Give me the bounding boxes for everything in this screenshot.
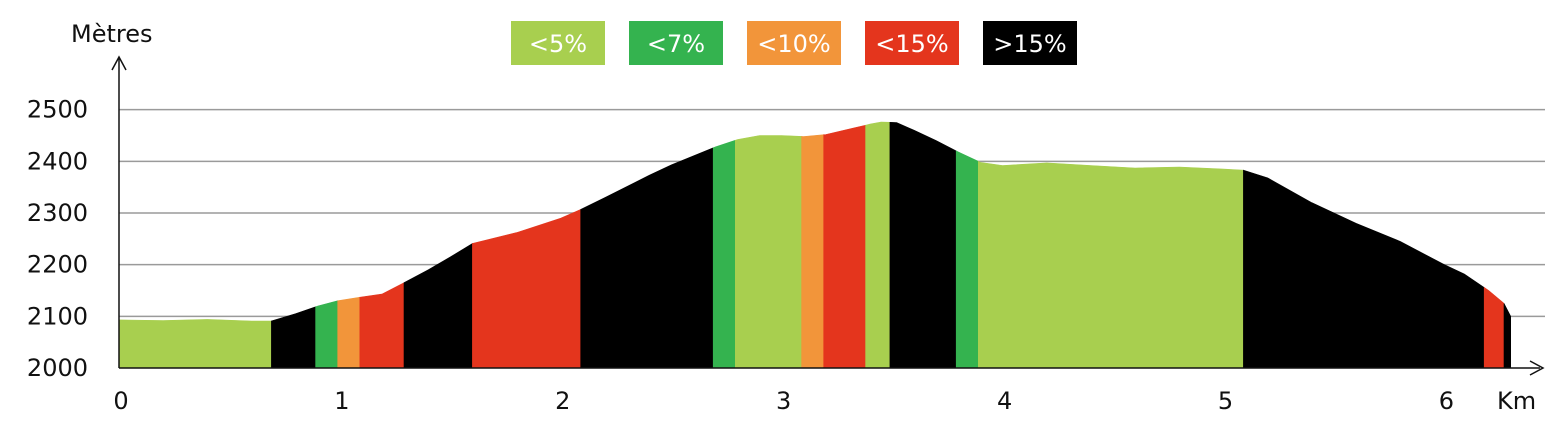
legend-label: <10% (757, 30, 830, 58)
legend-swatch (747, 21, 841, 65)
profile-segment (955, 150, 979, 369)
profile-segment (1243, 169, 1485, 369)
legend-swatch (629, 21, 723, 65)
profile-segment (1483, 286, 1505, 369)
profile-segment (359, 282, 405, 369)
x-tick-label: 2 (555, 387, 570, 415)
x-tick-label: 1 (334, 387, 349, 415)
legend-label: <7% (647, 30, 705, 58)
y-tick-label: 2500 (27, 96, 88, 124)
profile-segment (315, 300, 338, 369)
profile-segment (978, 160, 1244, 369)
legend-swatch (983, 21, 1077, 65)
legend-swatch (865, 21, 959, 65)
legend-swatch (511, 21, 605, 65)
x-axis-arrow-icon (1529, 360, 1545, 376)
legend: <5% <7% <10% <15% >15% (511, 21, 1077, 65)
x-axis-label: Km (1497, 387, 1536, 415)
x-tick-label: 0 (113, 387, 128, 415)
legend-item: <15% (865, 21, 959, 65)
y-tick-label: 2200 (27, 251, 88, 279)
profile-segment (889, 121, 957, 369)
profile-areas (118, 121, 1511, 369)
y-tick-label: 2300 (27, 199, 88, 227)
profile-segment (1503, 303, 1511, 369)
y-axis-label: Mètres (71, 20, 153, 48)
profile-segment (337, 296, 361, 369)
x-tick-label: 4 (997, 387, 1012, 415)
profile-segment (472, 208, 581, 369)
legend-item: >15% (983, 21, 1077, 65)
y-tick-label: 2100 (27, 302, 88, 330)
legend-label: <15% (875, 30, 948, 58)
profile-segment (712, 139, 736, 369)
axes (111, 55, 1545, 376)
x-tick-label: 5 (1218, 387, 1233, 415)
profile-segment (403, 242, 473, 369)
y-tick-label: 2400 (27, 147, 88, 175)
legend-item: <5% (511, 21, 605, 65)
y-tick-labels: 2000 2100 2200 2300 2400 2500 (27, 96, 88, 382)
legend-item: <7% (629, 21, 723, 65)
profile-segment (823, 124, 866, 369)
profile-segment (735, 135, 802, 369)
legend-label: <5% (529, 30, 587, 58)
legend-label: >15% (993, 30, 1066, 58)
profile-segment (580, 147, 714, 369)
y-tick-label: 2000 (27, 354, 88, 382)
y-axis-arrow-icon (111, 55, 127, 71)
legend-item: <10% (747, 21, 841, 65)
x-tick-label: 6 (1439, 387, 1454, 415)
x-tick-labels: 0 1 2 3 4 5 6 (113, 387, 1454, 415)
profile-segment (801, 134, 824, 369)
profile-segment (118, 319, 272, 369)
profile-segment (865, 121, 891, 369)
x-tick-label: 3 (776, 387, 791, 415)
